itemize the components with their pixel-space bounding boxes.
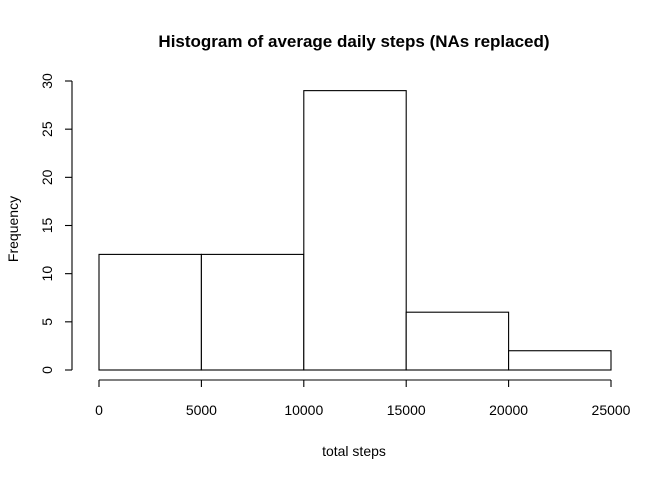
y-tick-label-20: 20 — [39, 169, 55, 185]
x-tick-label-15000: 15000 — [387, 402, 426, 418]
y-tick-label-10: 10 — [39, 266, 55, 282]
histogram-bar-2 — [200, 253, 305, 371]
y-tick-label-0: 0 — [39, 366, 55, 374]
y-axis: 0 5 10 15 20 25 30 — [39, 73, 73, 374]
bars-group — [98, 90, 612, 371]
y-tick-label-5: 5 — [39, 318, 55, 326]
x-tick-label-0: 0 — [95, 402, 103, 418]
histogram-bar-3 — [303, 90, 407, 371]
chart-title: Histogram of average daily steps (NAs re… — [158, 32, 549, 51]
x-tick-label-5000: 5000 — [186, 402, 217, 418]
y-tick-label-25: 25 — [39, 121, 55, 137]
x-tick-label-25000: 25000 — [592, 402, 631, 418]
y-axis-label: Frequency — [5, 196, 21, 262]
y-tick-label-30: 30 — [39, 73, 55, 89]
y-tick-label-15: 15 — [39, 218, 55, 234]
x-tick-label-10000: 10000 — [284, 402, 323, 418]
histogram-bar-5 — [508, 350, 612, 371]
x-axis: 0 5000 10000 15000 20000 25000 — [95, 379, 631, 418]
histogram-bar-4 — [405, 311, 510, 371]
x-axis-label: total steps — [322, 443, 386, 459]
x-tick-label-20000: 20000 — [489, 402, 528, 418]
histogram-bar-1 — [98, 253, 202, 371]
